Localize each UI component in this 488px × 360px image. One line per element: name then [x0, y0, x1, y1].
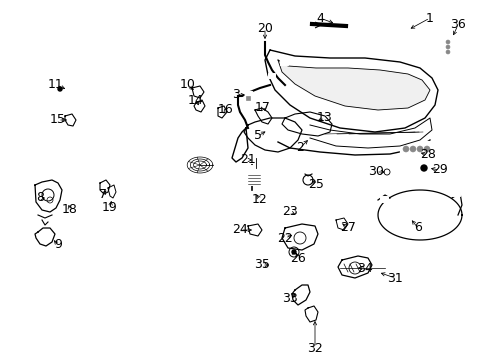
- Text: 13: 13: [317, 112, 332, 125]
- Text: 8: 8: [36, 192, 44, 204]
- Text: 12: 12: [252, 193, 267, 207]
- Circle shape: [445, 45, 449, 49]
- Polygon shape: [108, 185, 116, 198]
- Text: 35: 35: [254, 258, 269, 271]
- Text: 2: 2: [295, 141, 304, 154]
- Text: 34: 34: [356, 261, 372, 274]
- Text: 4: 4: [315, 12, 323, 24]
- Bar: [419, 164, 431, 172]
- Text: 25: 25: [307, 179, 323, 192]
- Circle shape: [55, 84, 65, 94]
- Text: 31: 31: [386, 271, 402, 284]
- Text: 30: 30: [367, 166, 383, 179]
- Bar: [334, 258, 389, 280]
- Circle shape: [445, 40, 449, 44]
- Circle shape: [416, 146, 422, 152]
- Bar: [293, 212, 304, 218]
- Bar: [249, 157, 262, 163]
- Bar: [247, 165, 256, 185]
- Circle shape: [423, 146, 429, 152]
- Circle shape: [409, 146, 415, 152]
- Text: 20: 20: [257, 22, 272, 35]
- Polygon shape: [264, 50, 437, 132]
- Polygon shape: [337, 256, 371, 278]
- Circle shape: [402, 146, 408, 152]
- Bar: [280, 59, 287, 65]
- Text: 18: 18: [62, 203, 78, 216]
- Bar: [244, 91, 251, 98]
- Text: 14: 14: [188, 94, 203, 107]
- Polygon shape: [35, 180, 62, 212]
- Text: 27: 27: [339, 221, 355, 234]
- Text: 28: 28: [419, 148, 435, 162]
- Text: 24: 24: [232, 224, 247, 237]
- Text: 22: 22: [277, 231, 292, 244]
- Bar: [245, 96, 249, 100]
- Bar: [451, 190, 459, 196]
- Text: 6: 6: [413, 221, 421, 234]
- Polygon shape: [65, 114, 76, 126]
- Bar: [58, 85, 103, 93]
- Polygon shape: [305, 306, 317, 322]
- Polygon shape: [282, 224, 317, 250]
- Text: 9: 9: [54, 238, 62, 252]
- Text: 19: 19: [102, 202, 118, 215]
- Bar: [267, 256, 275, 268]
- Text: 10: 10: [180, 78, 196, 91]
- Text: 17: 17: [255, 102, 270, 114]
- Bar: [379, 196, 387, 202]
- Text: 26: 26: [289, 252, 305, 265]
- Text: 33: 33: [282, 292, 297, 305]
- Bar: [381, 168, 391, 175]
- Text: 29: 29: [431, 163, 447, 176]
- Text: 32: 32: [306, 342, 322, 355]
- Text: 11: 11: [48, 78, 64, 91]
- Text: 7: 7: [99, 189, 107, 202]
- Text: 21: 21: [240, 153, 255, 166]
- Bar: [267, 73, 274, 78]
- Polygon shape: [244, 118, 302, 152]
- Text: 1: 1: [425, 12, 433, 24]
- Text: 5: 5: [253, 130, 262, 143]
- Circle shape: [445, 50, 449, 54]
- Text: 16: 16: [218, 104, 233, 117]
- Circle shape: [96, 85, 104, 93]
- Polygon shape: [282, 112, 331, 136]
- Text: 36: 36: [449, 18, 465, 31]
- Polygon shape: [100, 180, 110, 194]
- Text: 3: 3: [232, 89, 240, 102]
- Bar: [443, 20, 455, 38]
- Polygon shape: [309, 118, 431, 148]
- Bar: [399, 141, 431, 155]
- Circle shape: [291, 250, 295, 254]
- Polygon shape: [278, 60, 429, 110]
- Circle shape: [420, 165, 426, 171]
- Circle shape: [58, 87, 62, 91]
- Text: 15: 15: [50, 113, 66, 126]
- Text: 23: 23: [282, 206, 297, 219]
